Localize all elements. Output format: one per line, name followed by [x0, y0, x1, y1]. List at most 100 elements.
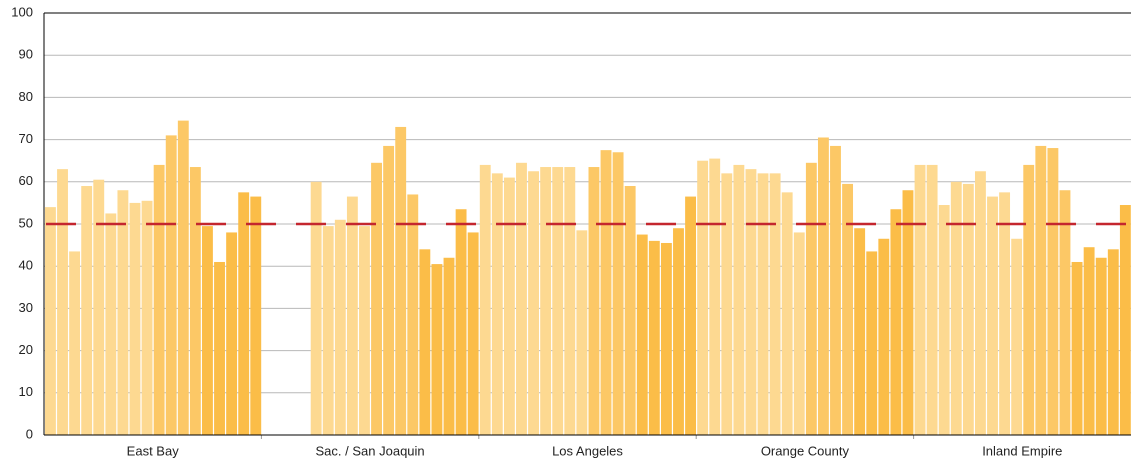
- y-tick-label: 0: [26, 426, 33, 441]
- bar: [503, 177, 515, 435]
- bar: [214, 261, 225, 435]
- bar: [830, 145, 841, 435]
- bar: [612, 152, 624, 435]
- bar: [479, 164, 491, 436]
- bar: [1023, 164, 1035, 436]
- bar: [769, 173, 781, 436]
- bar: [226, 232, 238, 435]
- bar: [238, 192, 250, 435]
- bar: [624, 186, 636, 435]
- bar: [322, 226, 334, 435]
- bar: [902, 190, 914, 435]
- bar: [189, 167, 201, 435]
- bar: [987, 196, 998, 435]
- bar: [105, 213, 117, 435]
- y-tick-label: 40: [19, 258, 33, 273]
- bar: [117, 190, 129, 435]
- bar: [950, 181, 962, 435]
- bar: [177, 120, 189, 436]
- bar: [81, 186, 93, 435]
- bar: [552, 167, 564, 435]
- x-tick-label: Inland Empire: [982, 443, 1062, 458]
- bar: [721, 173, 733, 436]
- x-tick-label: Orange County: [761, 443, 850, 458]
- bar: [69, 251, 81, 435]
- bar: [455, 209, 467, 435]
- bar: [890, 209, 902, 435]
- x-tick-label: Sac. / San Joaquin: [316, 443, 425, 458]
- y-tick-label: 20: [19, 342, 33, 357]
- bar: [528, 171, 539, 435]
- bar: [153, 164, 165, 436]
- bar: [600, 150, 612, 435]
- bar: [648, 240, 660, 435]
- bar: [709, 158, 721, 435]
- bar: [165, 135, 177, 435]
- bar: [733, 164, 745, 436]
- bar: [395, 126, 407, 435]
- bar: [443, 257, 455, 435]
- bar: [673, 228, 684, 435]
- bar: [419, 249, 431, 435]
- bar: [310, 181, 322, 435]
- bar: [407, 194, 419, 435]
- bar: [962, 183, 974, 435]
- bar: [202, 226, 213, 435]
- bar: [540, 167, 552, 435]
- bar: [697, 160, 709, 435]
- bar: [1083, 247, 1095, 435]
- bar: [564, 167, 576, 435]
- bar: [431, 264, 443, 435]
- y-tick-label: 10: [19, 384, 33, 399]
- bar: [866, 251, 878, 435]
- bar: [817, 137, 829, 436]
- bar: [999, 192, 1011, 435]
- bar: [359, 226, 370, 435]
- y-tick-label: 100: [11, 4, 33, 19]
- bar: [878, 238, 890, 435]
- bar: [141, 200, 153, 435]
- bar: [914, 164, 926, 436]
- bar: [660, 242, 672, 435]
- bar: [781, 192, 793, 435]
- bar: [745, 169, 757, 435]
- bar: [250, 196, 262, 435]
- bar: [45, 207, 56, 435]
- bar: [516, 162, 527, 435]
- bar: [636, 234, 648, 435]
- bar: [1119, 205, 1131, 435]
- y-tick-label: 90: [19, 47, 33, 62]
- bar: [842, 183, 854, 435]
- bar: [854, 228, 866, 435]
- bar: [1047, 148, 1059, 436]
- bar: [1107, 249, 1119, 435]
- bar: [805, 162, 817, 435]
- bar: [346, 196, 358, 435]
- x-tick-label: East Bay: [127, 443, 180, 458]
- y-tick-label: 60: [19, 173, 33, 188]
- bar: [371, 162, 382, 435]
- bar: [129, 202, 141, 435]
- y-tick-label: 80: [19, 89, 33, 104]
- bar: [926, 164, 938, 436]
- bar: [334, 219, 346, 435]
- bar: [1011, 238, 1023, 435]
- bar: [757, 173, 769, 436]
- bar: [588, 167, 600, 435]
- bar: [491, 173, 503, 436]
- bar: [1035, 145, 1047, 435]
- bar: [576, 230, 588, 435]
- y-tick-label: 70: [19, 131, 33, 146]
- bar: [685, 196, 696, 435]
- bar: [938, 205, 950, 435]
- bar: [383, 145, 395, 435]
- bar: [1059, 190, 1071, 435]
- bar: [1095, 257, 1107, 435]
- bar: [793, 232, 805, 435]
- bar: [1071, 261, 1083, 435]
- y-tick-label: 30: [19, 300, 33, 315]
- x-tick-label: Los Angeles: [552, 443, 623, 458]
- bar: [974, 171, 986, 435]
- bar: [93, 179, 105, 435]
